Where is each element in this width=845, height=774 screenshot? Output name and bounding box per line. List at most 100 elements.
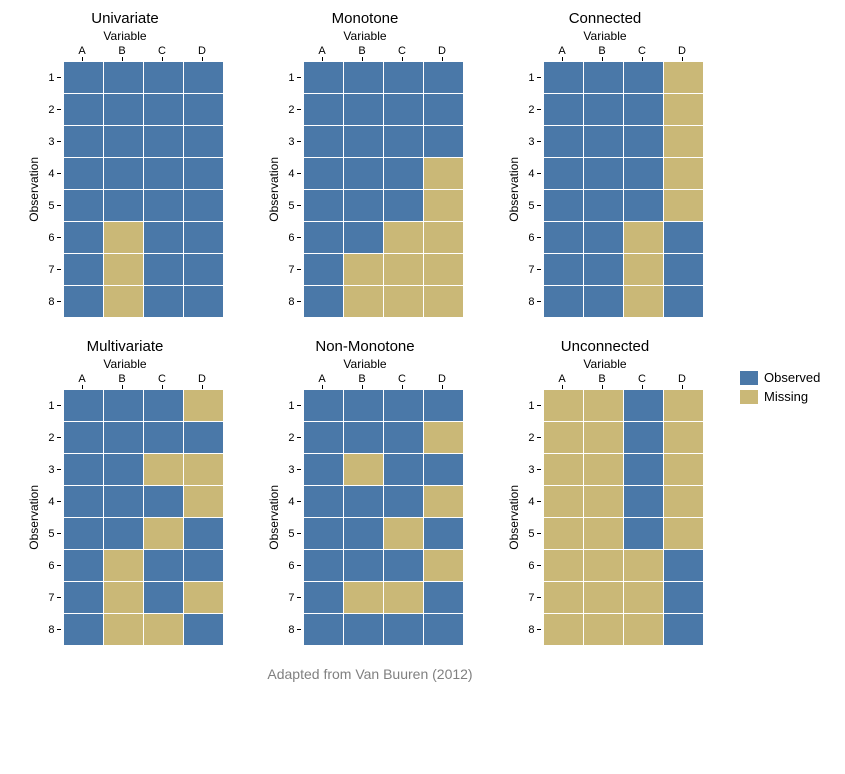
col-header: B [342, 373, 382, 389]
cell [104, 582, 144, 614]
cell [664, 582, 704, 614]
cell [64, 486, 104, 518]
cell [384, 614, 424, 646]
cell [144, 422, 184, 454]
cell [424, 454, 464, 486]
cell [544, 126, 584, 158]
cell [584, 286, 624, 318]
cell [144, 286, 184, 318]
cell [64, 614, 104, 646]
cell [544, 254, 584, 286]
cell [624, 254, 664, 286]
cell [384, 390, 424, 422]
cell [344, 550, 384, 582]
cell [384, 158, 424, 190]
cell [664, 286, 704, 318]
row-label: 4 [45, 486, 63, 518]
row-label: 5 [525, 190, 543, 222]
row-label: 7 [525, 582, 543, 614]
heatmap-grid [63, 61, 224, 318]
col-header: A [302, 373, 342, 389]
legend-swatch [740, 371, 758, 385]
cell [384, 126, 424, 158]
row-label: 4 [45, 158, 63, 190]
cell [664, 62, 704, 94]
cell [584, 550, 624, 582]
cell [624, 158, 664, 190]
legend-label: Observed [764, 370, 820, 385]
cell [104, 422, 144, 454]
cell [384, 582, 424, 614]
cell [384, 222, 424, 254]
panel-unconnected: UnconnectedVariableABCDObservation123456… [490, 338, 720, 646]
heatmap-grid [63, 389, 224, 646]
cell [544, 62, 584, 94]
cell [184, 454, 224, 486]
cell [144, 614, 184, 646]
cell [304, 550, 344, 582]
cell [304, 486, 344, 518]
cell [584, 486, 624, 518]
row-label: 6 [45, 550, 63, 582]
panel-title: Univariate [91, 10, 159, 27]
panel-multivariate: MultivariateVariableABCDObservation12345… [10, 338, 240, 646]
cell [104, 390, 144, 422]
cell [144, 62, 184, 94]
panel-title: Unconnected [561, 338, 649, 355]
cell [544, 486, 584, 518]
row-label: 7 [45, 254, 63, 286]
cell [344, 422, 384, 454]
panel-title: Connected [569, 10, 642, 27]
cell [184, 286, 224, 318]
cell [184, 422, 224, 454]
cell [664, 518, 704, 550]
cell [64, 390, 104, 422]
row-label: 8 [285, 614, 303, 646]
cell [304, 422, 344, 454]
row-label: 6 [525, 222, 543, 254]
row-label: 6 [285, 222, 303, 254]
cell [544, 422, 584, 454]
cell [144, 550, 184, 582]
cell [184, 190, 224, 222]
cell [424, 518, 464, 550]
legend-swatch [740, 390, 758, 404]
cell [144, 390, 184, 422]
cell [104, 486, 144, 518]
panel-univariate: UnivariateVariableABCDObservation1234567… [10, 10, 240, 318]
cell [344, 486, 384, 518]
cell [184, 254, 224, 286]
cell [184, 94, 224, 126]
cell [584, 222, 624, 254]
cell [384, 454, 424, 486]
cell [104, 286, 144, 318]
row-label: 2 [525, 94, 543, 126]
cell [664, 222, 704, 254]
cell [344, 190, 384, 222]
legend-item: Missing [740, 389, 820, 404]
cell [144, 518, 184, 550]
figure-container: UnivariateVariableABCDObservation1234567… [10, 10, 835, 646]
cell [184, 486, 224, 518]
cell [424, 62, 464, 94]
row-label: 2 [525, 422, 543, 454]
cell [624, 454, 664, 486]
cell [344, 582, 384, 614]
heatmap-grid [543, 61, 704, 318]
cell [424, 390, 464, 422]
row-label: 4 [525, 486, 543, 518]
cell [344, 62, 384, 94]
panel-title: Non-Monotone [315, 338, 414, 355]
cell [384, 190, 424, 222]
cell [304, 190, 344, 222]
cell [624, 62, 664, 94]
cell [184, 158, 224, 190]
cell [584, 254, 624, 286]
cell [584, 190, 624, 222]
cell [544, 158, 584, 190]
cell [424, 222, 464, 254]
col-header: B [582, 373, 622, 389]
cell [344, 518, 384, 550]
cell [584, 126, 624, 158]
heatmap-grid [543, 389, 704, 646]
